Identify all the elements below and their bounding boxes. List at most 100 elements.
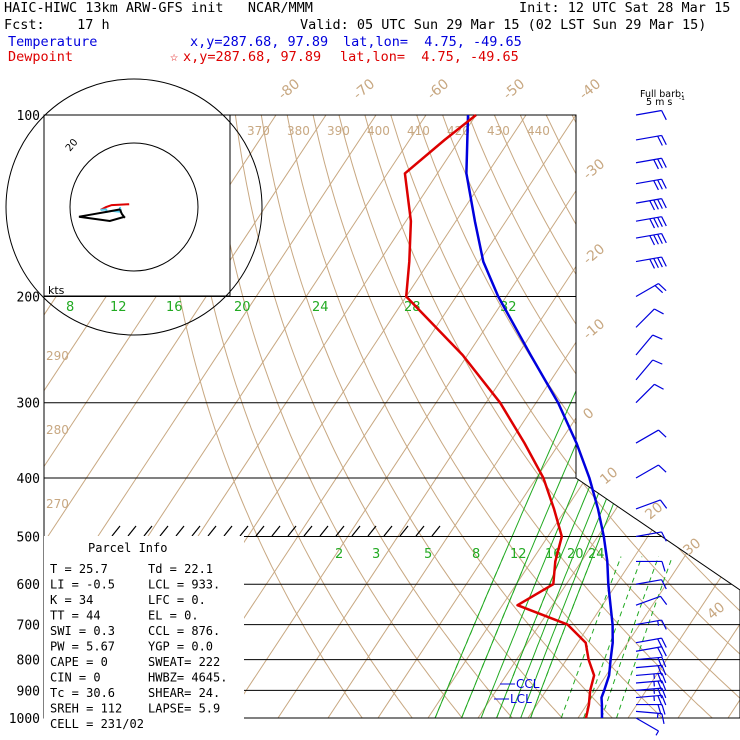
mixing-ratio-line xyxy=(530,296,699,718)
wind-barb xyxy=(635,256,667,269)
wind-barb xyxy=(635,717,660,736)
parcel-row-left: T = 25.7 xyxy=(50,562,108,576)
theta-label: 440 xyxy=(527,124,550,138)
isotherm-line xyxy=(577,115,740,718)
mixing-ratio-dashed xyxy=(461,556,529,718)
dry-adiabat xyxy=(390,115,740,718)
mixing-ratio-dashed xyxy=(601,556,659,718)
dry-adiabat xyxy=(183,115,423,718)
dry-adiabat xyxy=(623,115,740,718)
freezing-hash xyxy=(207,525,217,537)
theta-label: 390 xyxy=(327,124,350,138)
parcel-row-left: SWI = 0.3 xyxy=(50,624,115,638)
mixing-ratio-line xyxy=(520,296,691,718)
parcel-row-left: SREH = 112 xyxy=(50,702,122,716)
pressure-tick-label: 600 xyxy=(17,578,40,593)
freezing-hash xyxy=(431,525,441,537)
parcel-row-right: SHEAR= 24. xyxy=(148,686,220,700)
wind-barb xyxy=(635,283,667,298)
hodograph-box xyxy=(43,114,231,297)
parcel-info-panel: Parcel Info T = 25.7 Td = 22.1 LI = -0.5 LC… xyxy=(44,536,244,731)
parcel-row-right: Td = 22.1 xyxy=(148,562,213,576)
dry-adiabat xyxy=(364,115,740,718)
mixing-ratio-line xyxy=(434,296,619,718)
isotherm-label: -50 xyxy=(500,76,528,103)
forecast-hour: Fcst: 17 h xyxy=(4,17,110,33)
dewpoint-legend: Dewpoint xyxy=(8,49,74,65)
freezing-hash xyxy=(175,525,185,537)
wind-barb xyxy=(635,619,667,630)
freezing-hash xyxy=(415,525,425,537)
dry-adiabat xyxy=(338,115,727,718)
isotherm-line xyxy=(44,115,327,718)
theta-label-left: 290 xyxy=(46,349,69,363)
freezing-hash xyxy=(143,525,153,537)
wind-barb xyxy=(635,579,667,590)
freezing-hash xyxy=(271,525,281,537)
mixing-ratio-label: 24 xyxy=(312,300,329,315)
wind-barb xyxy=(635,680,667,692)
pressure-tick-label: 100 xyxy=(17,109,40,124)
wind-barb xyxy=(635,134,667,146)
wind-barb xyxy=(635,646,667,658)
wind-barb xyxy=(635,359,663,381)
parcel-row-right: LAPSE= 5.9 xyxy=(148,702,220,716)
dry-adiabat xyxy=(649,115,740,718)
theta-label: 430 xyxy=(487,124,510,138)
freezing-hash xyxy=(399,525,409,537)
wind-barb xyxy=(635,499,668,510)
theta-label: 370 xyxy=(247,124,270,138)
wind-barb xyxy=(635,232,667,246)
isotherm-line xyxy=(177,115,577,718)
parcel-row-right: LFC = 0. xyxy=(148,593,206,607)
freezing-hash xyxy=(351,525,361,537)
dewpoint-latlon: lat,lon= 4.75, -49.65 xyxy=(340,49,519,65)
parcel-row-left: Tc = 30.6 xyxy=(50,686,115,700)
parcel-row-right: HWBZ= 4645. xyxy=(148,671,227,685)
dry-adiabat xyxy=(571,115,740,718)
mixing-ratio-label: 12 xyxy=(110,300,127,315)
mixing-ratio-dashed xyxy=(583,556,643,718)
mixing-ratio-label: 8 xyxy=(472,547,480,562)
dewpoint-profile xyxy=(403,114,596,719)
wind-barb-column xyxy=(635,109,668,736)
pressure-tick-label: 200 xyxy=(17,291,40,306)
wind-barb xyxy=(635,637,667,649)
pressure-tick-label: 800 xyxy=(17,654,40,669)
wind-barb xyxy=(635,308,664,328)
temperature-profile xyxy=(465,114,614,719)
mixing-ratio-label: 32 xyxy=(500,300,517,315)
wind-barb xyxy=(635,694,667,706)
dry-adiabat xyxy=(234,115,524,718)
mixing-ratio-dashed xyxy=(616,556,673,718)
isotherm-label: -40 xyxy=(576,76,604,103)
dry-adiabat xyxy=(726,115,740,718)
isotherm-label: -30 xyxy=(580,156,608,183)
mixing-ratio-label: 5 xyxy=(424,547,432,562)
pressure-tick-label: 400 xyxy=(17,472,40,487)
mixing-ratio-label: 28 xyxy=(404,300,421,315)
temperature-xy: x,y=287.68, 97.89 xyxy=(190,34,329,50)
pressure-tick-label: 1000 xyxy=(9,712,40,727)
wind-barb xyxy=(635,383,664,404)
mixing-ratio-line xyxy=(461,296,642,718)
freezing-hash xyxy=(159,525,169,537)
hodograph-units: kts xyxy=(48,284,65,297)
wind-barb xyxy=(635,656,667,668)
barb-key-sup: -1 xyxy=(679,95,685,102)
barb-key-line2: 5 m s xyxy=(646,97,672,108)
isotherm-label: 10 xyxy=(597,464,621,488)
wind-barb xyxy=(635,664,667,676)
parcel-row-left: PW = 5.67 xyxy=(50,640,115,654)
freezing-hash xyxy=(191,525,201,537)
theta-label-left: 270 xyxy=(46,497,69,511)
parcel-title: Parcel Info xyxy=(88,541,167,555)
wind-barb xyxy=(635,687,667,699)
dry-adiabat xyxy=(286,115,626,718)
dewpoint-xy: x,y=287.68, 97.89 xyxy=(183,49,322,65)
temperature-latlon: lat,lon= 4.75, -49.65 xyxy=(343,34,522,50)
lcl-label: LCL xyxy=(510,692,532,706)
temperature-legend: Temperature xyxy=(8,34,98,50)
freezing-hash xyxy=(223,525,233,537)
